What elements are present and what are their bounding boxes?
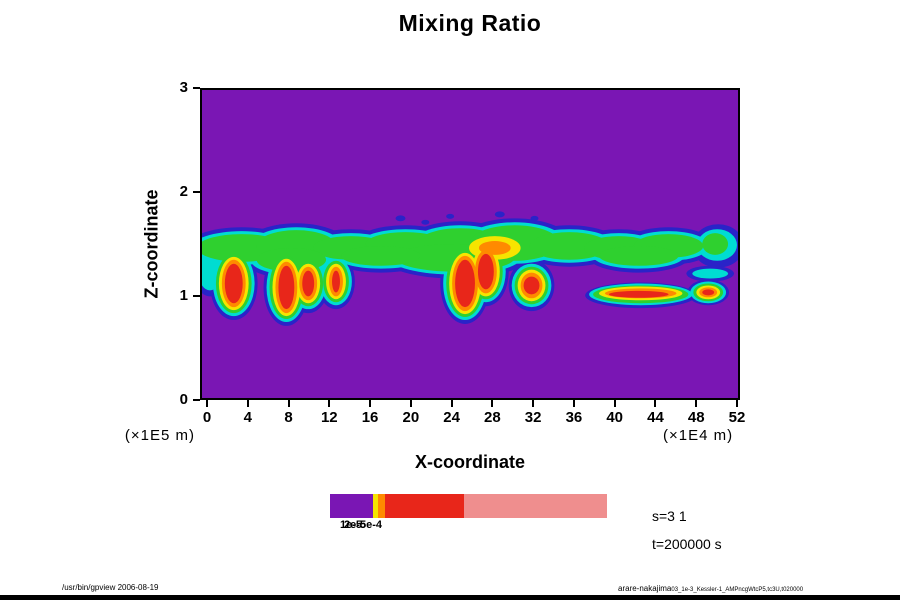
x-tick-mark <box>572 400 575 407</box>
y-axis-unit: (×1E5 m) <box>124 427 195 444</box>
x-tick-mark <box>654 400 657 407</box>
x-tick-label: 44 <box>647 409 664 426</box>
colorbar-segment <box>372 494 379 518</box>
x-tick-label: 12 <box>320 409 338 426</box>
x-axis-label: X-coordinate <box>414 452 525 472</box>
y-tick-mark <box>193 191 200 193</box>
x-tick-mark <box>409 400 412 407</box>
y-tick-label: 3 <box>179 79 188 97</box>
page-title: Mixing Ratio <box>398 10 542 36</box>
x-tick-mark <box>246 400 249 407</box>
x-tick-mark <box>695 400 698 407</box>
x-tick-mark <box>369 400 372 407</box>
y-axis-label: Z-coordinate <box>141 189 162 299</box>
y-tick-label: 1 <box>179 287 188 305</box>
x-tick-mark <box>735 400 738 407</box>
colorbar-segment <box>330 494 373 518</box>
x-tick-mark <box>328 400 331 407</box>
colorbar-tick-label: 2e-5 <box>344 519 367 531</box>
x-tick-mark <box>532 400 535 407</box>
x-tick-label: 4 <box>243 409 252 426</box>
y-tick-label: 2 <box>179 183 188 201</box>
colorbar-tick-labels: 1e-5 2e-5 5e-4 <box>330 519 607 533</box>
x-tick-label: 24 <box>443 409 460 426</box>
colorbar-tick-label: 1e-5 <box>340 519 363 531</box>
x-tick-label: 16 <box>361 409 379 426</box>
x-tick-mark <box>450 400 453 407</box>
x-tick-label: 52 <box>728 409 746 426</box>
x-axis-unit: (×1E4 m) <box>663 427 734 444</box>
x-tick-label: 40 <box>606 409 624 426</box>
mixing-ratio-field <box>202 90 738 398</box>
x-tick-label: 32 <box>524 409 542 426</box>
x-tick-label: 20 <box>402 409 420 426</box>
footer-run-id-sub: 03_1e-3_Kessler-1_AMPncgWtcP5,tc3U,t0200… <box>671 587 804 593</box>
x-tick-mark <box>491 400 494 407</box>
x-tick-label: 0 <box>202 409 212 426</box>
contour-layer-red <box>224 253 715 310</box>
y-tick-label: 0 <box>179 391 188 409</box>
colorbar-segment <box>385 494 465 518</box>
x-tick-label: 8 <box>284 409 293 426</box>
slice-annotation: s=3 1 <box>652 508 687 524</box>
colorbar-segment <box>464 494 607 518</box>
y-tick-mark <box>193 295 200 297</box>
footer-program-stamp: /usr/bin/gpview 2006-08-19 <box>62 583 159 592</box>
contour-plot <box>200 88 740 400</box>
colorbar <box>330 494 607 518</box>
x-tick-label: 48 <box>687 409 705 426</box>
footer-run-id-main: arare-nakajima <box>618 584 672 593</box>
x-tick-mark <box>287 400 290 407</box>
footer-run-id: arare-nakajima03_1e-3_Kessler-1_AMPncgWt… <box>618 584 803 593</box>
x-axis: 0 4 8 12 16 20 24 28 32 36 40 44 48 52 <box>200 400 745 434</box>
y-tick-mark <box>193 87 200 89</box>
x-tick-label: 28 <box>484 409 501 426</box>
bottom-bar <box>0 595 900 600</box>
x-tick-label: 36 <box>565 409 583 426</box>
x-tick-mark <box>206 400 208 407</box>
time-annotation: t=200000 s <box>652 536 722 552</box>
colorbar-tick-label: 5e-4 <box>360 519 383 531</box>
x-tick-mark <box>613 400 616 407</box>
colorbar-segment <box>378 494 386 518</box>
y-axis: 3 2 1 0 <box>160 79 200 408</box>
y-tick-mark <box>193 399 200 401</box>
